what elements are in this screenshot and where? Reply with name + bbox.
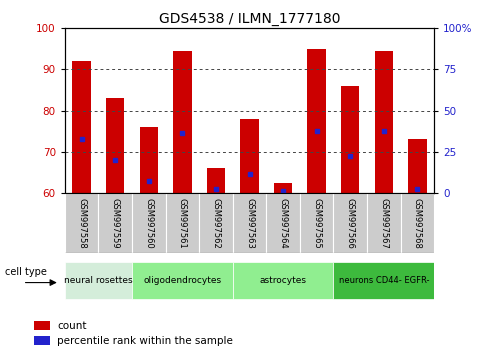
Bar [266, 193, 300, 253]
Text: GSM997560: GSM997560 [144, 198, 153, 249]
Bar [233, 262, 333, 299]
Text: oligodendrocytes: oligodendrocytes [143, 276, 222, 285]
Bar [375, 51, 393, 193]
Text: GSM997565: GSM997565 [312, 198, 321, 249]
Bar [173, 51, 192, 193]
Text: GSM997567: GSM997567 [379, 198, 388, 249]
Bar [333, 262, 434, 299]
Bar [240, 119, 258, 193]
Bar [408, 139, 427, 193]
Bar [65, 193, 98, 253]
Text: GSM997562: GSM997562 [212, 198, 221, 249]
Title: GDS4538 / ILMN_1777180: GDS4538 / ILMN_1777180 [159, 12, 340, 26]
Bar [132, 262, 233, 299]
Text: cell type: cell type [5, 267, 47, 276]
Bar [34, 321, 50, 330]
Text: neurons CD44- EGFR-: neurons CD44- EGFR- [338, 276, 429, 285]
Bar [367, 193, 401, 253]
Text: percentile rank within the sample: percentile rank within the sample [57, 336, 233, 346]
Text: GSM997564: GSM997564 [278, 198, 287, 249]
Bar [34, 336, 50, 345]
Bar [341, 86, 359, 193]
Text: astrocytes: astrocytes [259, 276, 306, 285]
Bar [132, 193, 166, 253]
Bar [401, 193, 434, 253]
Bar [307, 49, 326, 193]
Text: GSM997566: GSM997566 [346, 198, 355, 249]
Bar [65, 262, 132, 299]
Bar [233, 193, 266, 253]
Bar [333, 193, 367, 253]
Bar [166, 193, 199, 253]
Text: GSM997561: GSM997561 [178, 198, 187, 249]
Text: GSM997559: GSM997559 [111, 198, 120, 249]
Text: GSM997568: GSM997568 [413, 198, 422, 249]
Bar [140, 127, 158, 193]
Text: count: count [57, 321, 87, 331]
Bar [98, 193, 132, 253]
Bar [274, 183, 292, 193]
Text: neural rosettes: neural rosettes [64, 276, 133, 285]
Bar [199, 193, 233, 253]
Text: GSM997558: GSM997558 [77, 198, 86, 249]
Bar [72, 61, 91, 193]
Text: GSM997563: GSM997563 [245, 198, 254, 249]
Bar [207, 168, 225, 193]
Bar [300, 193, 333, 253]
Bar [106, 98, 124, 193]
